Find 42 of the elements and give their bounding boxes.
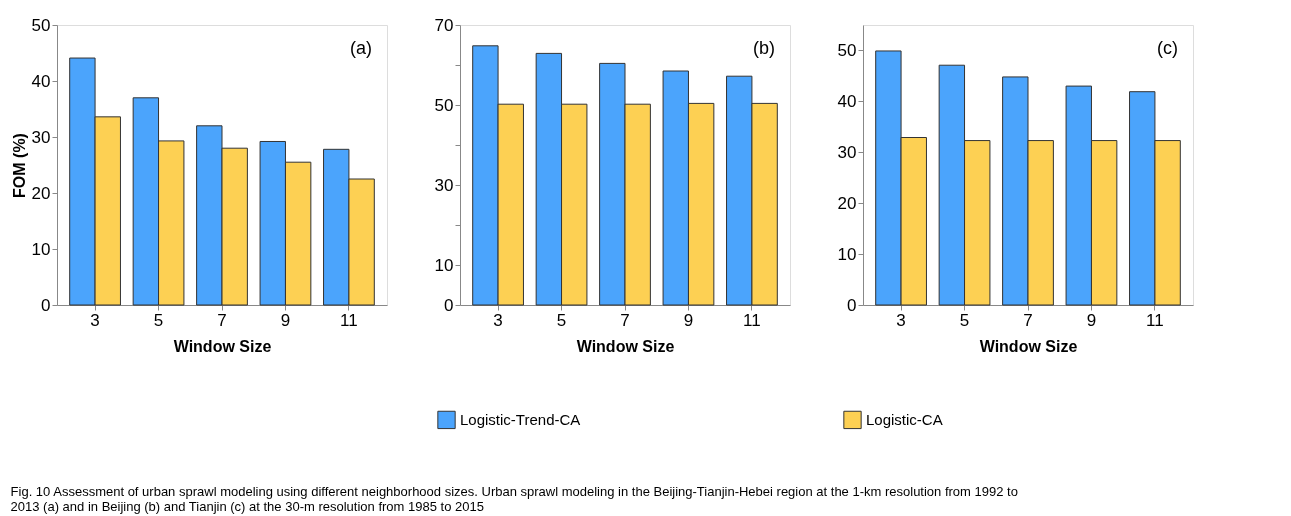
y-tick-label: 10 (31, 239, 51, 259)
y-tick-label: 20 (31, 183, 51, 203)
y-tick-label: 40 (837, 91, 857, 111)
annotation: (a) (350, 38, 372, 58)
y-tick-label: 10 (837, 244, 857, 264)
x-tick-label: 7 (620, 310, 630, 330)
x-tick-label: 3 (896, 310, 906, 330)
x-tick-label: 3 (90, 310, 100, 330)
y-tick-label: 50 (31, 15, 51, 35)
y-tick-label: 0 (41, 295, 51, 315)
caption: Fig. 10 Assessment of urban sprawl modeling using different neighborhood sizes. Urban sprawl modeling in the Beijing-Tianjin-Hebei region at the 1-km resolution from 1992 to 2013 (a) and in Beijing (b) and Tianjin (c) at the 30-m resolution from 1985 to 2015 (10, 484, 1018, 514)
y-tick-label: 0 (444, 295, 454, 315)
x-tick-label: 5 (153, 310, 164, 330)
y-tick-label: 50 (837, 40, 857, 60)
legend-label: Logistic-CA (866, 410, 943, 428)
x-tick-label: 9 (280, 310, 291, 330)
y-tick-label: 50 (434, 95, 454, 115)
y-tick-label: 30 (434, 175, 454, 195)
x-tick-label: 11 (340, 310, 358, 330)
y-tick-label: 40 (31, 71, 51, 91)
annotation: (c) (1157, 38, 1178, 58)
legend-label: Logistic-Trend-CA (460, 410, 581, 428)
x-tick-label: 9 (1086, 310, 1097, 330)
x-tick-label: 5 (556, 310, 567, 330)
y-tick-label: 10 (434, 255, 454, 275)
y-tick-label: 30 (31, 127, 51, 147)
x-tick-label: 7 (217, 310, 227, 330)
y-tick-label: 30 (837, 142, 857, 162)
x-tick-label: 3 (493, 310, 503, 330)
y-axis-title: FOM (%) (10, 133, 28, 198)
x-axis-title: Window Size (173, 337, 272, 355)
annotation: (b) (753, 38, 775, 58)
y-tick-label: 20 (837, 193, 857, 213)
y-tick-label: 0 (847, 295, 857, 315)
x-tick-label: 11 (743, 310, 761, 330)
x-axis-title: Window Size (979, 337, 1078, 355)
x-tick-label: 11 (1146, 310, 1164, 330)
y-tick-label: 70 (434, 15, 454, 35)
x-axis-title: Window Size (576, 337, 675, 355)
x-tick-label: 9 (683, 310, 694, 330)
x-tick-label: 5 (959, 310, 970, 330)
x-tick-label: 7 (1023, 310, 1033, 330)
